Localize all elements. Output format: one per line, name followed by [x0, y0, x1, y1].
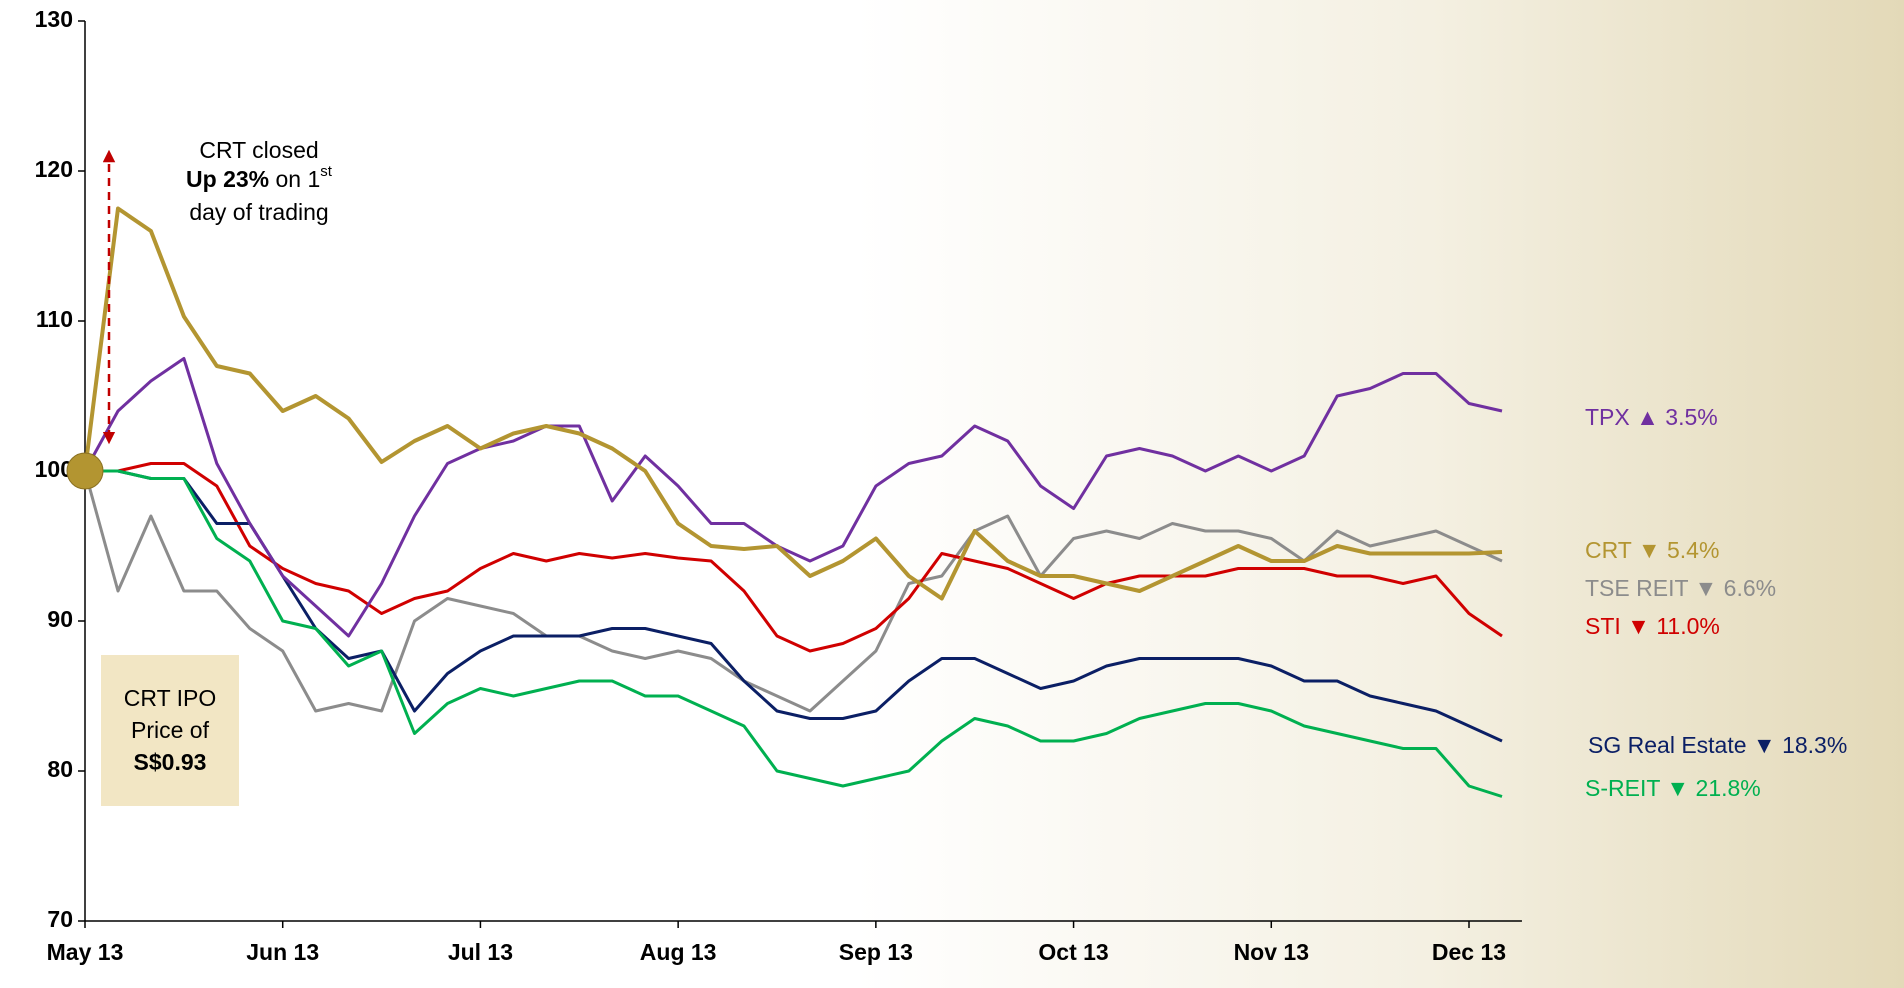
series-name: TSE REIT — [1585, 575, 1688, 601]
series-change: ▼ 6.6% — [1695, 575, 1777, 601]
annotation-line: day of trading — [189, 199, 328, 225]
page: {"chart_data": { "type": "line", "catego… — [0, 0, 1904, 988]
y-tick-label: 130 — [35, 6, 73, 32]
series-name: TPX — [1585, 404, 1630, 430]
ipo-text: Price of — [131, 717, 210, 743]
y-tick-label: 70 — [47, 906, 73, 932]
ipo-marker — [67, 453, 103, 489]
y-tick-label: 110 — [36, 306, 73, 332]
x-tick-label: Dec 13 — [1432, 939, 1506, 965]
ipo-text: S$0.93 — [134, 749, 207, 775]
series-change: ▼ 11.0% — [1627, 613, 1720, 639]
series-label: SG Real Estate ▼ 18.3% — [1588, 732, 1847, 758]
annotation-line: CRT closed — [199, 137, 318, 163]
series-label: S-REIT ▼ 21.8% — [1585, 775, 1761, 801]
x-tick-label: May 13 — [47, 939, 124, 965]
x-tick-label: Oct 13 — [1038, 939, 1108, 965]
chart: 708090100110120130May 13Jun 13Jul 13Aug … — [0, 0, 1904, 988]
ipo-text: CRT IPO — [124, 685, 216, 711]
annotation-text: on 1 — [269, 166, 320, 192]
y-tick-label: 120 — [35, 156, 73, 182]
annotation-line: Up 23% on 1st — [186, 163, 333, 192]
series-name: CRT — [1585, 537, 1632, 563]
series-name: SG Real Estate — [1588, 732, 1747, 758]
y-tick-label: 80 — [47, 756, 73, 782]
series-label: STI ▼ 11.0% — [1585, 613, 1720, 639]
series-label: CRT ▼ 5.4% — [1585, 537, 1719, 563]
x-tick-label: Jun 13 — [246, 939, 319, 965]
x-tick-label: Sep 13 — [839, 939, 913, 965]
annotation-sup: st — [320, 163, 333, 180]
series-change: ▼ 18.3% — [1753, 732, 1847, 758]
series-label: TPX ▲ 3.5% — [1585, 404, 1718, 430]
x-tick-label: Nov 13 — [1234, 939, 1309, 965]
series-change: ▼ 21.8% — [1666, 775, 1760, 801]
series-name: STI — [1585, 613, 1621, 639]
annotation-bold: Up 23% — [186, 166, 269, 192]
series-change: ▼ 5.4% — [1638, 537, 1720, 563]
x-tick-label: Aug 13 — [640, 939, 717, 965]
y-tick-label: 90 — [47, 606, 73, 632]
series-label: TSE REIT ▼ 6.6% — [1585, 575, 1776, 601]
series-change: ▲ 3.5% — [1636, 404, 1718, 430]
series-name: S-REIT — [1585, 775, 1660, 801]
x-tick-label: Jul 13 — [448, 939, 513, 965]
